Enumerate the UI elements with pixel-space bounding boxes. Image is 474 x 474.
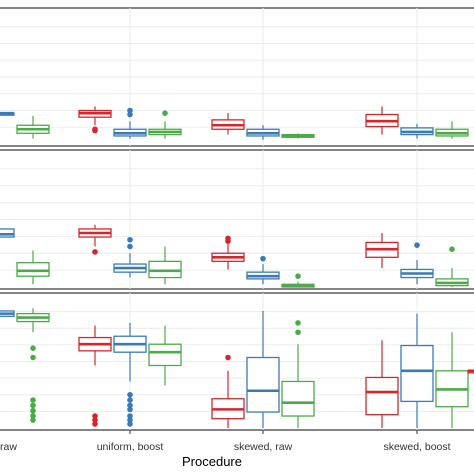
box-green xyxy=(281,133,315,139)
box-iqr xyxy=(246,356,280,413)
outlier-point xyxy=(92,249,98,255)
box-blue xyxy=(113,236,147,278)
box-iqr xyxy=(281,380,315,417)
x-tick-label: raw xyxy=(0,441,17,453)
box-blue xyxy=(113,107,147,139)
outlier-point xyxy=(30,417,36,423)
box-iqr xyxy=(148,343,182,367)
box-green xyxy=(148,325,182,386)
box-iqr xyxy=(148,260,182,279)
box-red xyxy=(365,233,399,269)
outlier-point xyxy=(92,417,98,423)
box-green xyxy=(281,273,315,288)
box-red xyxy=(78,325,112,427)
outlier-point xyxy=(92,126,98,133)
outlier-point xyxy=(127,413,133,419)
x-tick-label: uniform, boost xyxy=(97,441,164,453)
outlier-point xyxy=(414,242,420,248)
box-blue xyxy=(0,228,15,238)
box-green xyxy=(148,110,182,139)
box-red xyxy=(78,106,112,134)
x-tick-label: skewed, raw xyxy=(234,441,293,453)
outlier-point xyxy=(30,413,36,419)
box-green xyxy=(435,332,469,428)
outlier-point xyxy=(127,397,133,403)
box-red xyxy=(365,106,399,135)
outlier-point xyxy=(30,397,36,403)
box-blue xyxy=(0,310,15,317)
box-green xyxy=(16,308,50,423)
box-green xyxy=(148,246,182,285)
outlier-point xyxy=(127,243,133,250)
box-red xyxy=(211,113,245,135)
outlier-point xyxy=(127,421,133,427)
box-blue xyxy=(113,322,147,427)
outlier-point xyxy=(30,402,36,409)
outlier-point xyxy=(92,413,98,419)
box-red xyxy=(211,235,245,270)
outlier-point xyxy=(225,235,231,242)
outlier-point xyxy=(225,354,231,361)
box-green xyxy=(16,250,50,285)
outlier-point xyxy=(295,329,301,336)
box-red xyxy=(467,369,474,374)
box-blue xyxy=(0,111,15,116)
box-green xyxy=(16,115,50,139)
box-blue xyxy=(400,313,434,428)
box-red xyxy=(78,224,112,255)
box-green xyxy=(435,121,469,139)
outlier-point xyxy=(127,391,133,398)
box-iqr xyxy=(365,376,399,416)
x-axis-title: Procedure xyxy=(182,454,242,469)
outlier-point xyxy=(295,273,301,280)
box-iqr xyxy=(0,228,15,238)
outlier-point xyxy=(127,417,133,423)
panel-middle xyxy=(0,149,474,290)
outlier-point xyxy=(30,407,36,414)
outlier-point xyxy=(295,320,301,326)
box-blue xyxy=(400,242,434,285)
box-green xyxy=(281,320,315,428)
x-tick-label: skewed, boost xyxy=(383,441,450,453)
box-blue xyxy=(246,125,280,140)
box-blue xyxy=(246,255,280,285)
outlier-point xyxy=(260,255,266,262)
panel-bottom xyxy=(0,292,474,431)
box-iqr xyxy=(16,262,50,277)
outlier-point xyxy=(92,421,98,427)
panel-top xyxy=(0,7,474,147)
outlier-point xyxy=(127,406,133,413)
box-green xyxy=(435,246,469,287)
box-blue xyxy=(400,123,434,139)
box-red xyxy=(365,340,399,428)
outlier-point xyxy=(127,236,133,243)
outlier-point xyxy=(127,111,133,118)
outlier-point xyxy=(30,345,36,352)
outlier-point xyxy=(162,110,168,116)
x-axis-ticks: raw uniform, boost skewed, raw skewed, boos… xyxy=(0,430,451,453)
outlier-point xyxy=(127,107,133,114)
box-iqr xyxy=(400,344,434,403)
box-red xyxy=(211,354,245,428)
panels-layer xyxy=(0,7,474,431)
outlier-point xyxy=(127,402,133,409)
outlier-point xyxy=(30,354,36,361)
outlier-point xyxy=(449,246,455,252)
box-blue xyxy=(246,310,280,428)
